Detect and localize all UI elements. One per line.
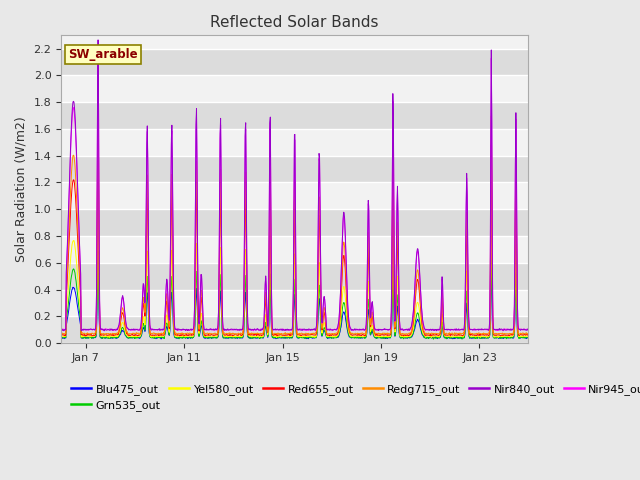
Bar <box>61 236 528 263</box>
Bar <box>61 129 528 156</box>
Bar <box>61 156 528 182</box>
Bar <box>61 102 528 129</box>
Bar <box>61 263 528 289</box>
Bar <box>61 182 528 209</box>
Y-axis label: Solar Radiation (W/m2): Solar Radiation (W/m2) <box>15 116 28 262</box>
Legend: Blu475_out, Grn535_out, Yel580_out, Red655_out, Redg715_out, Nir840_out, Nir945_: Blu475_out, Grn535_out, Yel580_out, Red6… <box>67 379 640 416</box>
Bar <box>61 289 528 316</box>
Bar <box>61 209 528 236</box>
Bar <box>61 75 528 102</box>
Bar <box>61 48 528 75</box>
Bar <box>61 316 528 343</box>
Title: Reflected Solar Bands: Reflected Solar Bands <box>211 15 379 30</box>
Text: SW_arable: SW_arable <box>68 48 138 61</box>
